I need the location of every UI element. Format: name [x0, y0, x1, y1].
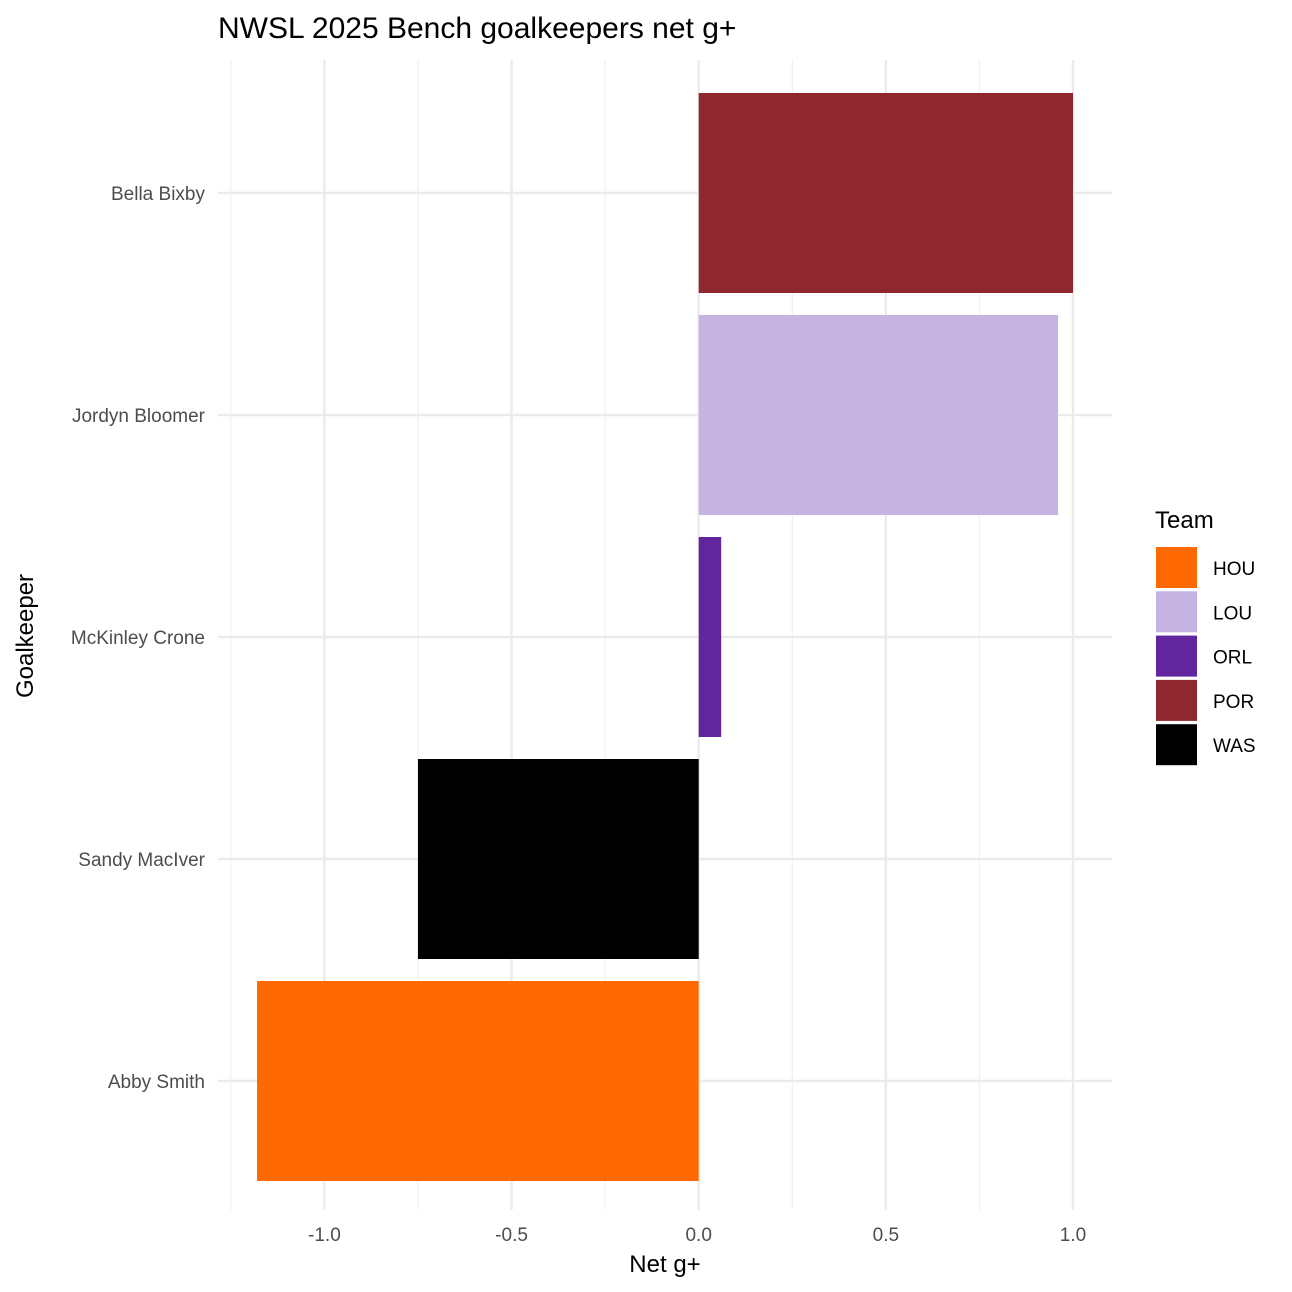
- legend-label: POR: [1213, 692, 1254, 713]
- x-tick-label: 0.5: [873, 1225, 899, 1246]
- legend-label: LOU: [1213, 603, 1252, 624]
- legend-swatch: [1156, 635, 1197, 677]
- y-tick-label: Jordyn Bloomer: [72, 406, 206, 427]
- x-tick-label: -1.0: [308, 1225, 341, 1246]
- legend-swatch: [1156, 547, 1197, 588]
- x-tick-label: 1.0: [1060, 1225, 1086, 1246]
- y-axis-tick-labels: Bella Bixby Jordyn Bloomer McKinley Crone S…: [71, 184, 206, 1093]
- legend-swatch: [1156, 591, 1197, 633]
- y-tick-label: Bella Bixby: [111, 184, 205, 205]
- chart-title: NWSL 2025 Bench goalkeepers net g+: [218, 12, 736, 45]
- x-tick-label: 0.0: [685, 1225, 711, 1246]
- x-tick-label: -0.5: [495, 1225, 528, 1246]
- x-axis-tick-labels: -1.0 -0.5 0.0 0.5 1.0: [308, 1225, 1086, 1246]
- y-tick-label: Abby Smith: [108, 1072, 205, 1093]
- bar: [698, 93, 1073, 293]
- legend: Team HOU LOU ORL POR WAS: [1155, 507, 1256, 766]
- legend-label: HOU: [1213, 559, 1255, 580]
- x-axis-title: Net g+: [629, 1251, 700, 1278]
- legend-label: ORL: [1213, 648, 1252, 669]
- legend-swatch: [1156, 679, 1197, 721]
- legend-label: WAS: [1213, 736, 1256, 757]
- y-axis-title: Goalkeeper: [12, 574, 39, 698]
- bar: [257, 981, 699, 1181]
- y-tick-label: Sandy MacIver: [78, 850, 205, 871]
- y-tick-label: McKinley Crone: [71, 628, 205, 649]
- legend-swatch: [1156, 724, 1197, 766]
- bar: [417, 759, 699, 959]
- bars: [257, 93, 1073, 1181]
- legend-title: Team: [1155, 507, 1214, 534]
- bar: [698, 315, 1059, 515]
- bar: [698, 537, 722, 737]
